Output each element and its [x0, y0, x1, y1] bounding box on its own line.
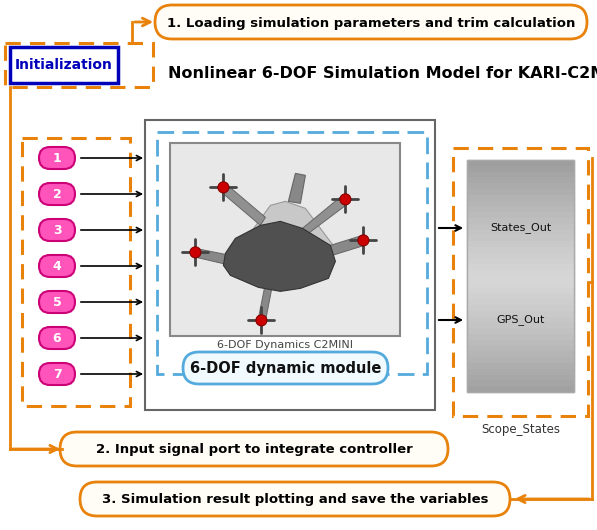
Bar: [467, 381, 574, 387]
Circle shape: [358, 235, 369, 246]
FancyBboxPatch shape: [170, 143, 400, 336]
Bar: [467, 200, 574, 207]
Text: 1: 1: [53, 152, 61, 164]
Text: 1. Loading simulation parameters and trim calculation: 1. Loading simulation parameters and tri…: [167, 16, 575, 30]
FancyBboxPatch shape: [39, 147, 75, 169]
FancyBboxPatch shape: [145, 120, 435, 410]
Polygon shape: [220, 183, 266, 225]
Bar: [467, 346, 574, 352]
Bar: [467, 206, 574, 213]
Polygon shape: [288, 173, 306, 204]
Bar: [467, 264, 574, 271]
Polygon shape: [195, 249, 230, 266]
Text: 2. Input signal port to integrate controller: 2. Input signal port to integrate contro…: [96, 443, 413, 455]
Text: Nonlinear 6-DOF Simulation Model for KARI-C2MINI: Nonlinear 6-DOF Simulation Model for KAR…: [168, 66, 597, 81]
Bar: [467, 294, 574, 300]
Bar: [467, 195, 574, 201]
FancyBboxPatch shape: [39, 291, 75, 313]
Circle shape: [218, 182, 229, 193]
Bar: [22, 138, 130, 406]
Bar: [467, 340, 574, 347]
Circle shape: [190, 247, 201, 258]
Bar: [467, 357, 574, 364]
Bar: [467, 259, 574, 266]
FancyBboxPatch shape: [10, 47, 118, 83]
Text: Scope_States: Scope_States: [481, 423, 560, 437]
Circle shape: [256, 315, 267, 326]
Bar: [467, 160, 574, 167]
Bar: [467, 183, 574, 190]
Text: 4: 4: [53, 260, 61, 272]
Text: 3: 3: [53, 224, 61, 236]
FancyBboxPatch shape: [60, 432, 448, 466]
Bar: [467, 305, 574, 312]
FancyBboxPatch shape: [39, 219, 75, 241]
Bar: [467, 247, 574, 254]
Polygon shape: [229, 201, 336, 266]
Text: GPS_Out: GPS_Out: [496, 314, 544, 325]
Bar: [467, 235, 574, 242]
FancyBboxPatch shape: [39, 327, 75, 349]
Bar: [467, 351, 574, 358]
Bar: [467, 334, 574, 341]
Bar: [467, 276, 574, 283]
Text: 3. Simulation result plotting and save the variables: 3. Simulation result plotting and save t…: [101, 492, 488, 506]
FancyBboxPatch shape: [39, 183, 75, 205]
Bar: [467, 212, 574, 219]
Bar: [467, 270, 574, 277]
Bar: [467, 189, 574, 196]
FancyBboxPatch shape: [39, 363, 75, 385]
Bar: [467, 375, 574, 382]
Bar: [467, 172, 574, 179]
Text: 6-DOF Dynamics C2MINI: 6-DOF Dynamics C2MINI: [217, 340, 353, 350]
Bar: [467, 166, 574, 173]
FancyBboxPatch shape: [183, 352, 388, 384]
Bar: [467, 288, 574, 294]
FancyBboxPatch shape: [39, 255, 75, 277]
FancyBboxPatch shape: [80, 482, 510, 516]
Text: 6: 6: [53, 331, 61, 344]
Text: States_Out: States_Out: [490, 223, 551, 233]
Text: 6-DOF dynamic module: 6-DOF dynamic module: [190, 360, 381, 375]
Text: Initialization: Initialization: [15, 58, 113, 72]
Bar: [467, 224, 574, 231]
Polygon shape: [223, 222, 336, 292]
Bar: [453, 148, 588, 416]
FancyBboxPatch shape: [467, 160, 574, 392]
FancyBboxPatch shape: [155, 5, 587, 39]
Bar: [467, 386, 574, 393]
Bar: [467, 241, 574, 248]
Bar: [467, 316, 574, 323]
Bar: [467, 322, 574, 329]
Bar: [467, 282, 574, 289]
Bar: [467, 229, 574, 236]
Bar: [467, 369, 574, 376]
Bar: [467, 328, 574, 335]
Text: 7: 7: [53, 367, 61, 381]
Text: 5: 5: [53, 296, 61, 308]
Bar: [467, 311, 574, 317]
Bar: [467, 178, 574, 184]
Polygon shape: [330, 235, 364, 255]
Text: 2: 2: [53, 188, 61, 200]
Bar: [467, 253, 574, 260]
Bar: [157, 132, 427, 374]
Bar: [5, 43, 153, 87]
Polygon shape: [259, 284, 272, 321]
Circle shape: [340, 194, 351, 205]
Bar: [467, 363, 574, 370]
Polygon shape: [303, 196, 349, 233]
Bar: [467, 299, 574, 306]
Bar: [467, 218, 574, 225]
